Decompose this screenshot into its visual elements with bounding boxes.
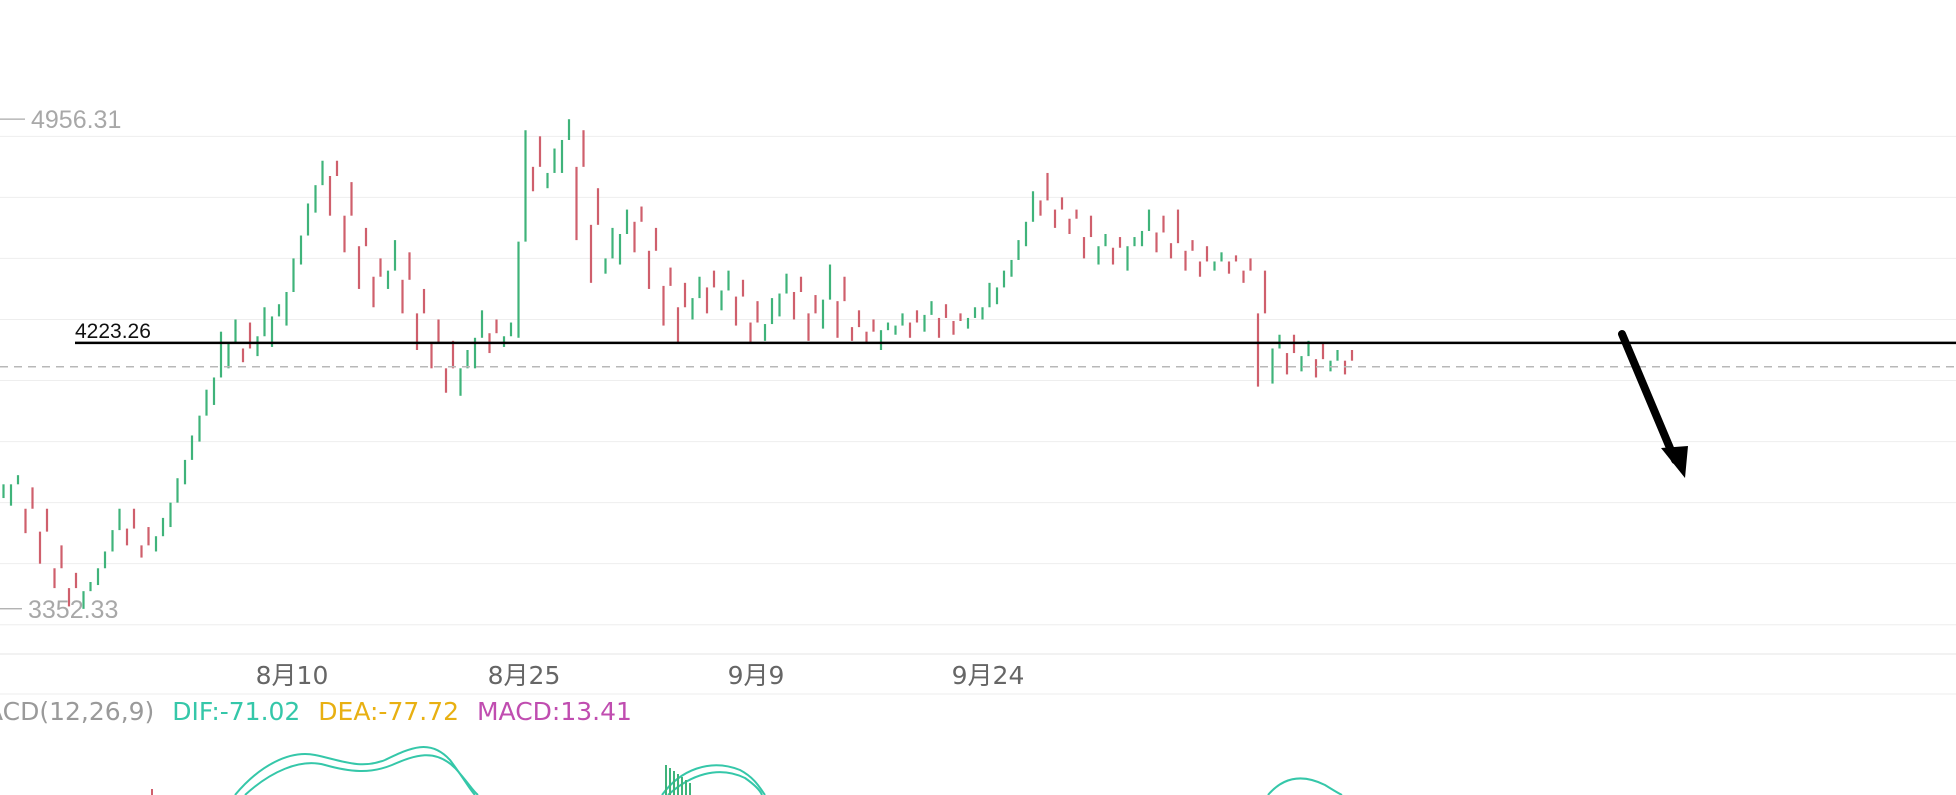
high-label: 4956.31 [31, 106, 121, 134]
dif-value: DIF:-71.02 [172, 697, 301, 726]
macd-value: MACD:13.41 [476, 697, 632, 726]
x-tick-label: 8月10 [256, 661, 329, 690]
macd-legend: ACD(12,26,9) DIF:-71.02 DEA:-77.72 MACD:… [0, 697, 642, 726]
x-tick-label: 9月9 [728, 661, 785, 690]
macd-lines [151, 745, 1343, 795]
macd-line [244, 754, 479, 795]
x-tick-label: 8月25 [488, 661, 561, 690]
low-label: 3352.33 [28, 596, 118, 624]
support-label: 4223.26 [75, 320, 151, 343]
down-arrow-head [1661, 446, 1688, 478]
annotations [1618, 330, 1688, 478]
macd-params-label: ACD(12,26,9) [0, 697, 155, 726]
down-arrow-shaft [1618, 330, 1679, 464]
x-axis: 8月10 8月25 9月9 9月24 [256, 661, 1025, 690]
level-lines: 4223.26 4956.31 3352.33 [0, 106, 1956, 624]
x-tick-label: 9月24 [952, 661, 1025, 690]
macd-line [1267, 777, 1343, 795]
grid-lines [0, 135, 1956, 695]
dea-value: DEA:-77.72 [318, 697, 460, 726]
candles [2, 119, 1354, 609]
